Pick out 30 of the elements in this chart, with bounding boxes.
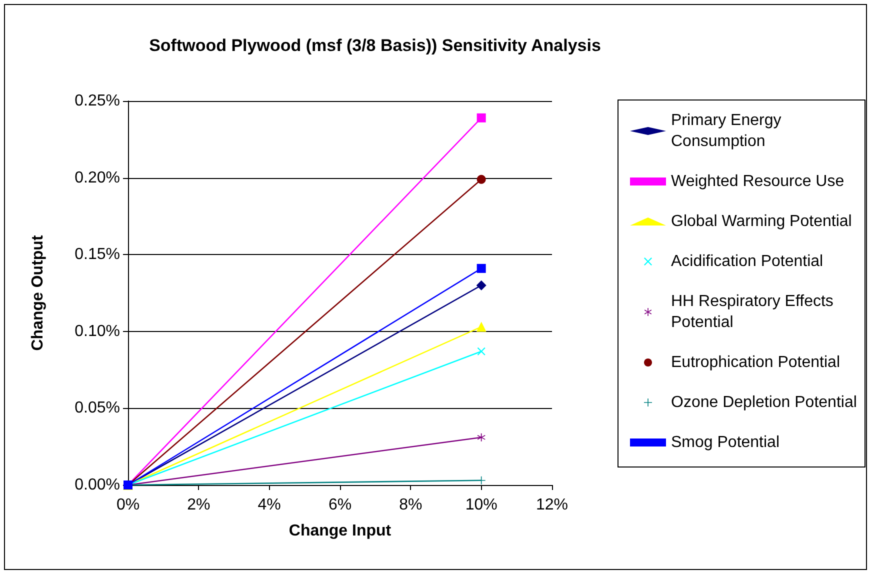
legend-label: Weighted Resource Use — [671, 173, 844, 190]
x-tick-label: 10% — [465, 496, 498, 514]
y-tick-label: 0.15% — [74, 246, 120, 264]
x-tick-label: 0% — [116, 496, 140, 514]
chart-title: Softwood Plywood (msf (3/8 Basis)) Sensitivity Analysis — [149, 36, 601, 55]
y-axis-title: Change Output — [30, 234, 46, 351]
y-tick-label: 0.00% — [74, 476, 120, 494]
legend-label: Global Warming Potential — [671, 213, 852, 230]
x-tick-label: 12% — [536, 496, 568, 514]
x-tick-label: 4% — [258, 496, 281, 514]
y-tick-label: 0.10% — [74, 322, 120, 340]
y-tick-label: 0.20% — [74, 169, 120, 186]
legend-label: HH Respiratory Effects Potential — [671, 293, 838, 331]
point — [476, 113, 486, 122]
legend-label: Primary Energy Consumption — [671, 112, 786, 150]
point — [476, 280, 486, 290]
x-tick-label: 6% — [328, 496, 352, 514]
legend-label: Smog Potential — [671, 434, 780, 451]
x-tick-label: 2% — [187, 496, 210, 514]
x-tick-label: 8% — [399, 496, 422, 514]
legend-label: Ozone Depletion Potential — [671, 394, 857, 411]
x-axis-title: Change Input — [288, 522, 392, 540]
point — [476, 264, 486, 273]
point — [477, 433, 486, 442]
legend-label: Acidification Potential — [671, 253, 824, 270]
y-tick-label: 0.25% — [74, 92, 120, 110]
legend-label: Eutrophication Potential — [671, 354, 840, 371]
y-tick-label: 0.05% — [74, 400, 120, 417]
point — [476, 174, 486, 184]
point — [477, 347, 486, 356]
